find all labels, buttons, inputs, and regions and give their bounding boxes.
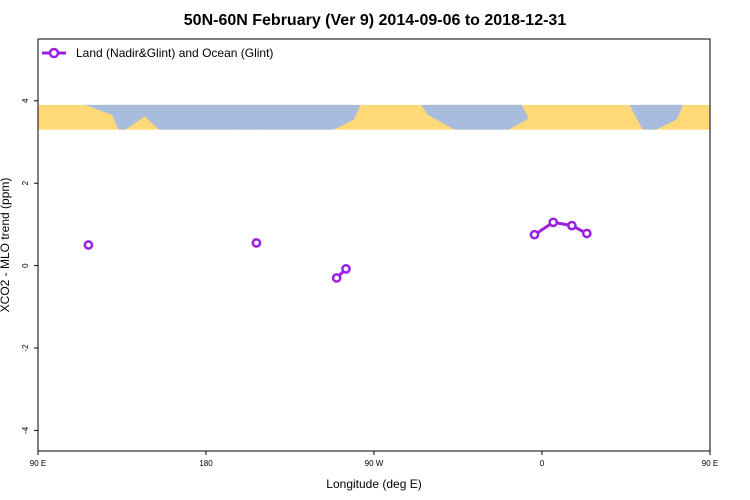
- y-tick-label: 0: [21, 263, 30, 268]
- series-layer: [83, 217, 750, 283]
- data-point: [83, 240, 94, 250]
- legend-entry-label: Land (Nadir&Glint) and Ocean (Glint): [76, 46, 273, 60]
- x-axis-label: Longitude (deg E): [326, 477, 421, 491]
- x-tick-label: 0: [540, 459, 545, 468]
- y-tick-label: 4: [21, 98, 30, 103]
- x-tick-label: 90 E: [30, 459, 46, 468]
- x-axis-ticks: 90 E 180 90 W 0 90 E: [30, 451, 718, 468]
- x-tick-label: 90 W: [365, 459, 384, 468]
- map-ocean-region-2: [239, 122, 260, 130]
- legend-marker-swatch: [48, 47, 60, 59]
- x-tick-label: 90 E: [702, 459, 718, 468]
- data-point: [581, 228, 592, 239]
- y-axis-ticks: -4 -2 0 2 4: [21, 98, 38, 434]
- map-ocean-region-1: [138, 104, 361, 130]
- y-tick-label: -2: [21, 344, 30, 352]
- y-tick-label: 2: [21, 180, 30, 185]
- data-point: [744, 241, 750, 248]
- legend: Land (Nadir&Glint) and Ocean (Glint): [42, 46, 273, 60]
- data-point: [548, 217, 559, 228]
- x-tick-label: 180: [199, 459, 213, 468]
- data-point: [567, 220, 577, 231]
- map-ocean-region-0: [85, 104, 146, 130]
- data-point: [341, 264, 351, 274]
- y-axis-label: XCO2 - MLO trend (ppm): [0, 178, 12, 313]
- map-ocean-region-3: [421, 104, 529, 130]
- map-band-ocean: [85, 104, 684, 130]
- data-point: [529, 229, 540, 240]
- data-point: [331, 273, 342, 283]
- data-point: [251, 238, 262, 248]
- map-ocean-region-4: [629, 104, 684, 130]
- series-line: [533, 220, 588, 236]
- world-map-band: [38, 104, 710, 130]
- y-tick-label: -4: [21, 426, 30, 434]
- chart-title: 50N-60N February (Ver 9) 2014-09-06 to 2…: [184, 12, 567, 29]
- plot-frame: [37, 38, 711, 452]
